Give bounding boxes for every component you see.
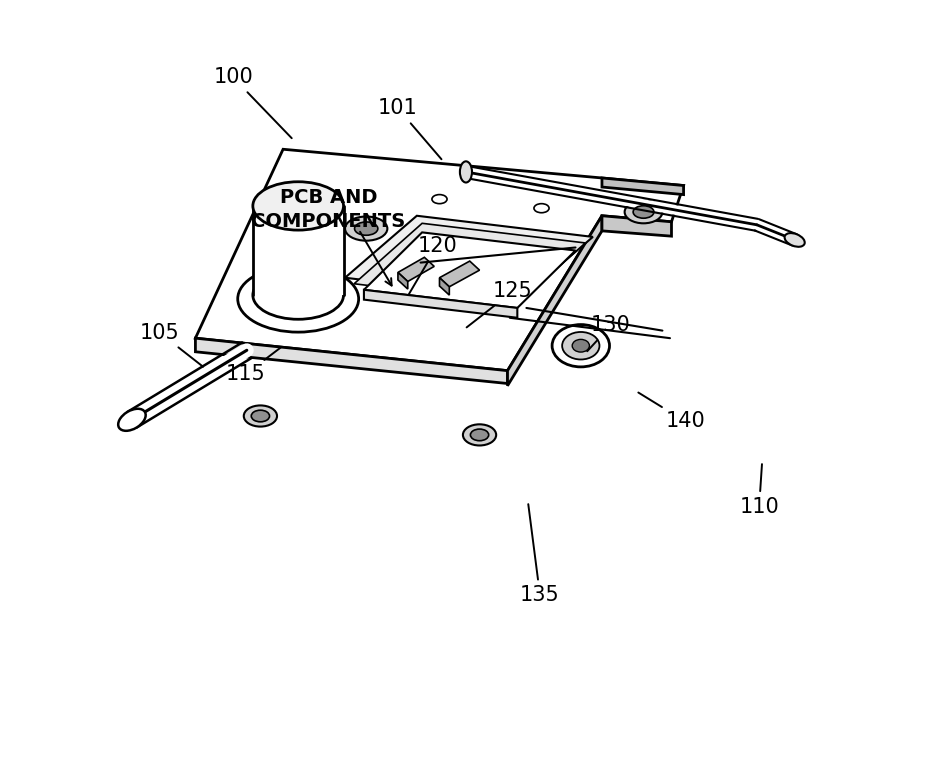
Ellipse shape: [625, 201, 662, 223]
Polygon shape: [602, 215, 671, 236]
Ellipse shape: [784, 233, 805, 247]
Text: 120: 120: [408, 236, 457, 295]
Polygon shape: [345, 215, 593, 299]
Text: 125: 125: [467, 281, 532, 328]
Text: 140: 140: [638, 393, 705, 432]
Ellipse shape: [238, 266, 359, 332]
Polygon shape: [398, 273, 408, 289]
Text: PCB AND
COMPONENTS: PCB AND COMPONENTS: [251, 189, 405, 231]
Ellipse shape: [572, 339, 589, 352]
Ellipse shape: [253, 271, 344, 319]
Ellipse shape: [251, 410, 270, 422]
Polygon shape: [508, 215, 602, 386]
Text: 115: 115: [225, 348, 281, 384]
Ellipse shape: [118, 409, 146, 431]
Ellipse shape: [463, 424, 496, 445]
Polygon shape: [195, 149, 684, 371]
Polygon shape: [602, 178, 684, 195]
Text: 101: 101: [378, 99, 441, 159]
Ellipse shape: [460, 161, 472, 183]
Ellipse shape: [563, 332, 599, 360]
Polygon shape: [439, 261, 479, 286]
Ellipse shape: [345, 216, 387, 241]
Text: 110: 110: [740, 464, 779, 516]
Polygon shape: [195, 338, 508, 384]
Polygon shape: [253, 206, 344, 295]
Polygon shape: [398, 257, 435, 281]
Ellipse shape: [552, 325, 610, 367]
Polygon shape: [439, 278, 449, 295]
Text: 135: 135: [520, 504, 560, 605]
Text: 100: 100: [213, 67, 292, 138]
Polygon shape: [364, 232, 576, 308]
Ellipse shape: [432, 195, 447, 204]
Polygon shape: [364, 290, 517, 318]
Ellipse shape: [471, 429, 489, 441]
Text: 105: 105: [140, 323, 203, 367]
Ellipse shape: [243, 406, 277, 426]
Ellipse shape: [354, 222, 378, 235]
Polygon shape: [354, 223, 585, 303]
Text: 130: 130: [587, 316, 631, 351]
Ellipse shape: [253, 182, 344, 230]
Ellipse shape: [534, 204, 549, 212]
Ellipse shape: [634, 206, 654, 219]
